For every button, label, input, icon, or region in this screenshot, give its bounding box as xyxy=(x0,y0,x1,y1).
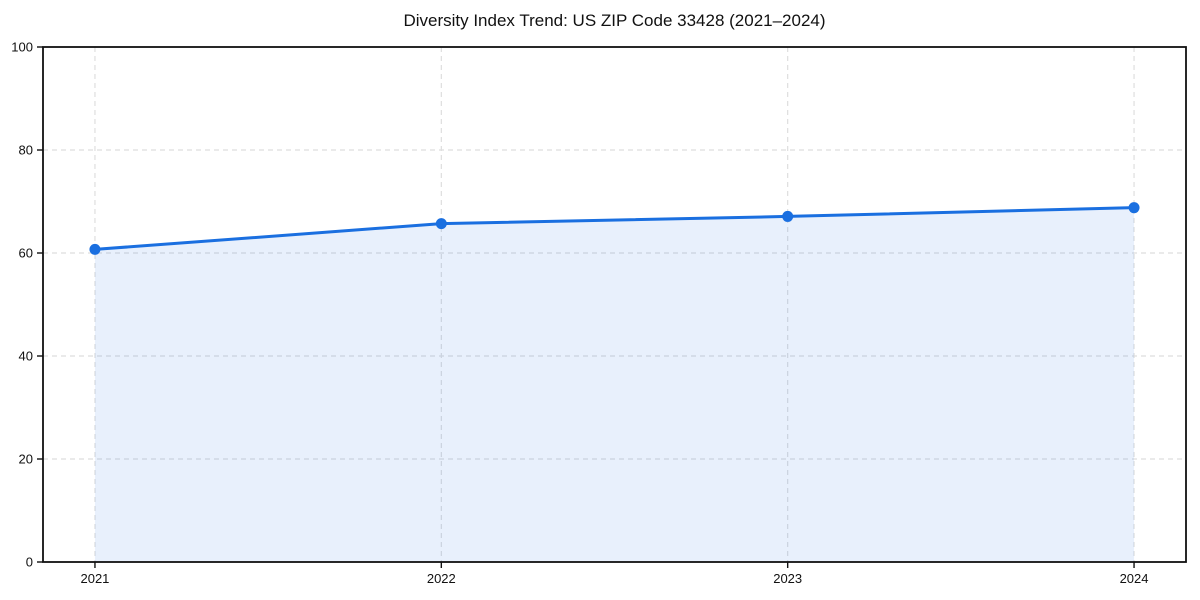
y-tick-label: 60 xyxy=(19,246,33,261)
chart-title: Diversity Index Trend: US ZIP Code 33428… xyxy=(403,11,826,30)
y-tick-label: 100 xyxy=(11,40,33,55)
y-tick-label: 0 xyxy=(26,555,33,570)
x-tick-label: 2021 xyxy=(80,571,109,586)
area-fill xyxy=(94,207,1135,562)
x-tick-label: 2024 xyxy=(1120,571,1149,586)
data-point xyxy=(89,243,101,255)
y-tick-label: 80 xyxy=(19,143,33,158)
plot-border xyxy=(42,46,1187,563)
y-tick-label: 40 xyxy=(19,349,33,364)
x-tick-label: 2022 xyxy=(427,571,456,586)
x-tick-label: 2023 xyxy=(773,571,802,586)
data-point xyxy=(1128,202,1140,214)
data-point xyxy=(435,218,447,230)
y-tick-label: 20 xyxy=(19,452,33,467)
trend-line xyxy=(93,206,1136,251)
data-point xyxy=(782,210,794,222)
